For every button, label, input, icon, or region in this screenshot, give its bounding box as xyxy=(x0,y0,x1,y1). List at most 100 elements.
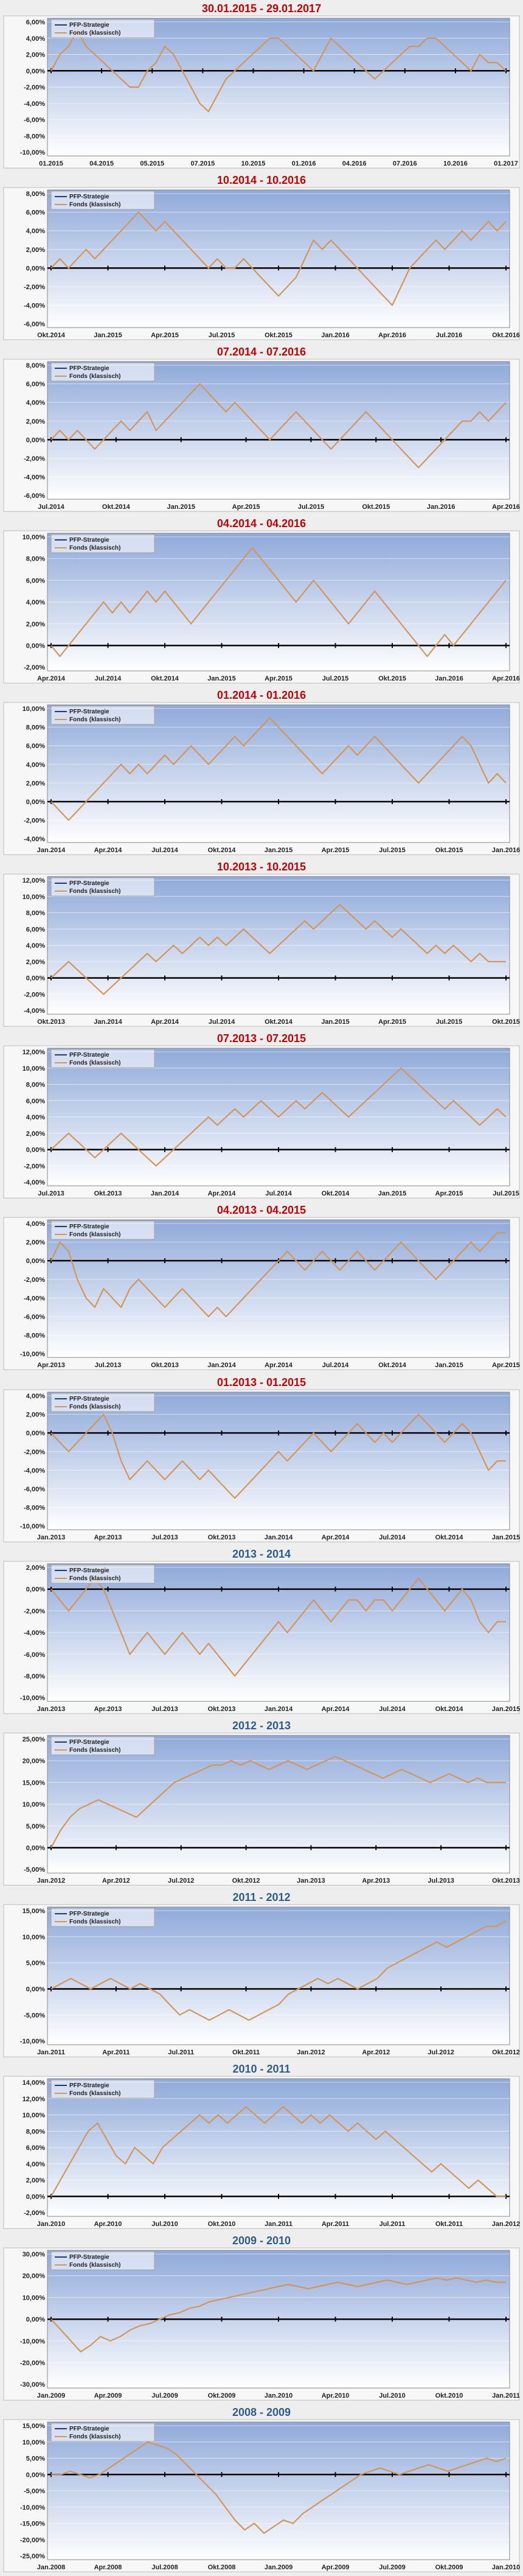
x-tick-label: Jan.2016 xyxy=(492,847,520,854)
x-tick-label: Apr.2012 xyxy=(102,1877,130,1885)
x-tick-label: Okt.2015 xyxy=(435,847,463,854)
x-tick-label: 01.2015 xyxy=(39,160,63,167)
series-line xyxy=(50,29,507,113)
legend-label-pfp: PFP-Strategie xyxy=(69,880,109,887)
chart-title: 07.2013 - 07.2015 xyxy=(217,1032,306,1045)
x-tick-label: Apr.2014 xyxy=(151,1018,179,1026)
x-tick-label: Apr.2012 xyxy=(362,2049,390,2056)
chart-2: 10.2014 - 10.2016 8,00% 6,00% 4,00% 2,00% 0,0… xyxy=(3,174,520,340)
chart-title: 04.2014 - 04.2016 xyxy=(217,517,306,530)
y-tick-label: -20,00% xyxy=(20,2536,45,2544)
chart-4: 04.2014 - 04.2016 10,00% 8,00% 6,00% 4,00% 2,… xyxy=(3,517,520,684)
x-tick-label: Okt.2013 xyxy=(37,1018,65,1026)
x-tick-label: Apr.2014 xyxy=(208,1190,237,1197)
y-tick-label: -4,00% xyxy=(24,100,45,108)
legend-label-pfp: PFP-Strategie xyxy=(69,1396,109,1402)
y-tick-label: -6,00% xyxy=(24,1651,45,1659)
y-tick-label: 6,00% xyxy=(26,926,45,933)
y-tick-label: 5,00% xyxy=(26,1960,45,1967)
x-tick-label: Jan.2011 xyxy=(37,2049,65,2056)
y-tick-label: 0,00% xyxy=(26,975,45,982)
y-tick-label: 10,00% xyxy=(23,1065,46,1073)
x-tick-label: Jul.2011 xyxy=(168,2049,194,2056)
y-tick-label: -4,00% xyxy=(24,1007,45,1015)
x-tick-label: Jul.2010 xyxy=(379,2392,405,2399)
x-tick-label: Jul.2014 xyxy=(265,1190,292,1197)
x-tick-label: Apr.2015 xyxy=(492,1362,520,1369)
chart-title: 2008 - 2009 xyxy=(232,2406,291,2418)
y-tick-label: 2,00% xyxy=(26,52,45,59)
y-tick-label: 10,00% xyxy=(23,894,46,901)
x-tick-label: Jul.2009 xyxy=(151,2392,178,2399)
y-tick-label: 0,00% xyxy=(26,1147,45,1154)
x-tick-label: Jan.2010 xyxy=(265,2392,293,2399)
y-tick-label: -4,00% xyxy=(24,1467,45,1474)
chart-title: 2012 - 2013 xyxy=(232,1720,291,1732)
legend-label-pfp: PFP-Strategie xyxy=(69,22,109,29)
x-tick-label: Jan.2015 xyxy=(94,332,122,339)
y-tick-label: -8,00% xyxy=(24,1505,45,1512)
y-tick-label: 0,00% xyxy=(26,2193,45,2200)
y-tick-label: 12,00% xyxy=(23,1049,46,1056)
y-tick-label: -10,00% xyxy=(20,1523,45,1530)
y-tick-label: 0,00% xyxy=(26,265,45,272)
y-tick-label: -4,00% xyxy=(24,303,45,310)
chart-12: 2011 - 2012 15,00% 10,00% 5,00% 0,00% -5,00% -… xyxy=(3,1891,520,2057)
x-tick-label: Okt.2013 xyxy=(94,1190,122,1197)
x-tick-label: Jul.2008 xyxy=(151,2564,178,2571)
chart-title: 2013 - 2014 xyxy=(232,1548,291,1560)
series-line xyxy=(51,2441,507,2534)
legend xyxy=(50,1220,155,1240)
y-tick-label: -6,00% xyxy=(24,321,45,328)
x-tick-label: Okt.2014 xyxy=(37,332,66,339)
series-line xyxy=(50,1413,506,1499)
y-tick-label: 5,00% xyxy=(26,1823,45,1830)
x-tick-label: Jan.2016 xyxy=(321,332,349,339)
x-tick-label: Jul.2014 xyxy=(379,1706,406,1713)
y-tick-label: 6,00% xyxy=(26,209,45,217)
x-tick-label: Okt.2014 xyxy=(378,1362,407,1369)
x-tick-label: Jan.2015 xyxy=(167,503,195,511)
x-tick-label: Apr.2008 xyxy=(94,2564,122,2571)
y-tick-label: -5,00% xyxy=(24,2488,45,2495)
y-tick-label: -2,00% xyxy=(24,84,45,91)
y-tick-label: 2,00% xyxy=(26,1564,45,1572)
chart-5: 01.2014 - 01.2016 10,00% 8,00% 6,00% 4,00% 2,… xyxy=(3,689,520,855)
series-line xyxy=(50,904,506,995)
y-tick-label: 0,00% xyxy=(26,1586,45,1594)
plot-area xyxy=(47,704,510,843)
series-line xyxy=(50,1577,506,1677)
legend-label-fonds: Fonds (klassisch) xyxy=(69,1060,120,1066)
x-tick-label: Apr.2015 xyxy=(265,675,293,682)
x-tick-label: Okt.2012 xyxy=(492,2049,520,2056)
legend-label-fonds: Fonds (klassisch) xyxy=(69,1919,120,1925)
chart-title: 2010 - 2011 xyxy=(232,2063,290,2075)
x-tick-label: Jul.2013 xyxy=(95,1362,121,1369)
y-tick-label: 8,00% xyxy=(26,191,45,198)
x-tick-label: Apr.2015 xyxy=(322,847,350,854)
y-tick-label: 6,00% xyxy=(26,19,45,26)
legend xyxy=(50,1564,155,1584)
y-tick-label: 2,00% xyxy=(26,621,45,628)
x-tick-label: Apr.2014 xyxy=(37,675,66,682)
y-tick-label: -2,00% xyxy=(24,1449,45,1456)
chart-11: 2012 - 2013 25,00% 20,00% 15,00% 10,00% 5,00%… xyxy=(3,1720,520,1886)
legend-label-fonds: Fonds (klassisch) xyxy=(69,1404,120,1410)
x-tick-label: 10.2015 xyxy=(241,160,266,167)
x-tick-label: Apr.2013 xyxy=(94,1534,122,1541)
x-tick-label: Jul.2015 xyxy=(298,503,324,511)
y-tick-label: 2,00% xyxy=(26,1130,45,1138)
series-line xyxy=(50,1755,506,1848)
x-tick-label: Okt.2015 xyxy=(362,503,390,511)
x-tick-label: Okt.2008 xyxy=(208,2564,236,2571)
x-tick-label: Apr.2013 xyxy=(37,1362,65,1369)
x-tick-label: Okt.2011 xyxy=(435,2221,463,2228)
chart-title: 30.01.2015 - 29.01.2017 xyxy=(202,2,321,15)
series-line xyxy=(50,1232,506,1318)
y-tick-label: 30,00% xyxy=(23,2251,46,2258)
x-tick-label: Jan.2011 xyxy=(492,2392,520,2399)
legend-label-fonds: Fonds (klassisch) xyxy=(69,1231,120,1238)
x-tick-label: Apr.2014 xyxy=(94,847,123,854)
x-tick-label: Okt.2010 xyxy=(435,2392,463,2399)
y-tick-label: 0,00% xyxy=(26,2471,45,2479)
